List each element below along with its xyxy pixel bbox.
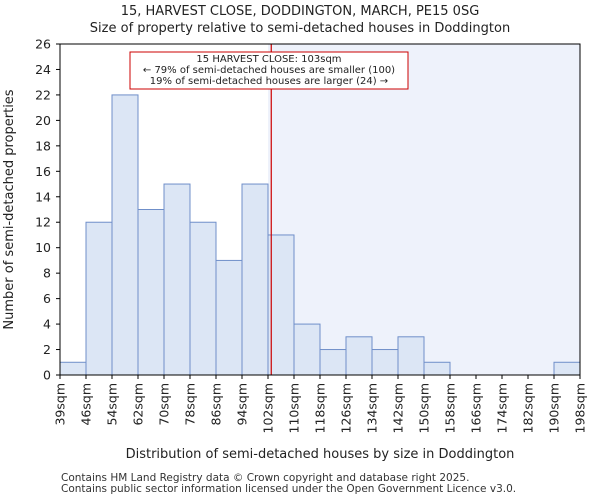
y-tick-label: 12 xyxy=(35,215,51,230)
bar-142sqm xyxy=(397,336,425,376)
bar-150sqm xyxy=(423,361,451,376)
x-tick-label: 158sqm xyxy=(443,383,458,433)
bar-94sqm xyxy=(241,183,269,376)
bar-110sqm xyxy=(293,323,321,376)
y-tick-label: 26 xyxy=(35,37,51,52)
x-axis: 39sqm 46sqm 54sqm 62sqm 70sqm 78sqm 86sqm 94sqm… xyxy=(53,375,588,433)
annotation-frame xyxy=(129,51,409,90)
x-tick-label: 78sqm xyxy=(183,383,198,426)
y-tick-label: 8 xyxy=(43,266,51,281)
annotation-line-1: 15 HARVEST CLOSE: 103sqm xyxy=(196,54,341,65)
x-tick-label: 39sqm xyxy=(53,383,68,426)
x-tick-label: 94sqm xyxy=(235,383,250,426)
title-line-1: 15, HARVEST CLOSE, DODDINGTON, MARCH, PE… xyxy=(120,4,480,19)
footer: Contains HM Land Registry data © Crown c… xyxy=(61,473,516,495)
x-axis-title: Distribution of semi-detached houses by … xyxy=(126,447,515,462)
x-tick-label: 134sqm xyxy=(365,383,380,433)
x-tick-label: 110sqm xyxy=(287,383,302,433)
x-tick-label: 102sqm xyxy=(261,383,276,433)
footer-line-1: Contains HM Land Registry data © Crown c… xyxy=(61,472,470,484)
bar-46sqm xyxy=(85,221,113,376)
y-tick-label: 22 xyxy=(35,87,51,102)
y-tick-label: 20 xyxy=(35,113,51,128)
y-axis-title: Number of semi-detached properties xyxy=(2,89,17,329)
y-tick-label: 18 xyxy=(35,138,51,153)
x-tick-label: 46sqm xyxy=(79,383,94,426)
y-tick-label: 24 xyxy=(35,62,51,77)
y-tick-label: 10 xyxy=(35,240,51,255)
annotation-line-3: 19% of semi-detached houses are larger (… xyxy=(150,76,388,87)
bar-70sqm xyxy=(163,183,191,376)
x-tick-label: 54sqm xyxy=(105,383,120,426)
y-tick-label: 6 xyxy=(43,291,51,306)
x-tick-label: 142sqm xyxy=(391,383,406,433)
annotation-box: 15 HARVEST CLOSE: 103sqm ← 79% of semi-d… xyxy=(129,51,409,90)
bar-39sqm xyxy=(59,361,87,376)
annotation-line-2: ← 79% of semi-detached houses are smalle… xyxy=(143,65,395,76)
bar-62sqm xyxy=(137,209,165,376)
y-tick-label: 4 xyxy=(43,317,51,332)
x-tick-label: 198sqm xyxy=(573,383,588,433)
x-tick-label: 166sqm xyxy=(469,383,484,433)
y-tick-label: 14 xyxy=(35,189,51,204)
title-line-2: Size of property relative to semi-detach… xyxy=(89,21,511,36)
bar-78sqm xyxy=(189,221,217,376)
x-tick-label: 182sqm xyxy=(521,383,536,433)
bar-54sqm xyxy=(111,94,139,376)
x-tick-label: 150sqm xyxy=(417,383,432,433)
x-tick-label: 174sqm xyxy=(495,383,510,433)
footer-line-2: Contains public sector information licen… xyxy=(61,483,517,495)
y-tick-label: 2 xyxy=(43,342,51,357)
x-tick-label: 118sqm xyxy=(313,383,328,433)
bar-126sqm xyxy=(345,336,373,376)
bar-190sqm xyxy=(553,361,581,376)
chart-title: 15, HARVEST CLOSE, DODDINGTON, MARCH, PE… xyxy=(0,3,600,37)
bar-102sqm xyxy=(267,234,295,376)
x-tick-label: 62sqm xyxy=(131,383,146,426)
bars-group xyxy=(59,94,581,376)
x-tick-label: 126sqm xyxy=(339,383,354,433)
bar-86sqm xyxy=(215,259,243,376)
x-tick-label: 190sqm xyxy=(547,383,562,433)
bar-118sqm xyxy=(319,349,347,376)
y-tick-label: 0 xyxy=(43,368,51,383)
x-tick-label: 86sqm xyxy=(209,383,224,426)
highlight-region xyxy=(268,44,580,375)
y-tick-label: 16 xyxy=(35,164,51,179)
x-tick-label: 70sqm xyxy=(157,383,172,426)
bar-134sqm xyxy=(371,349,399,376)
